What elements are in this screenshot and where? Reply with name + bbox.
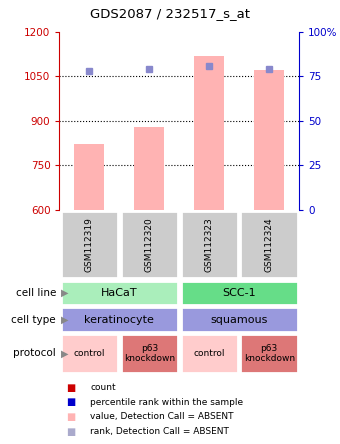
Text: percentile rank within the sample: percentile rank within the sample [90,398,243,407]
Text: ■: ■ [66,412,75,422]
Bar [121,334,178,373]
Bar [181,307,298,332]
Text: rank, Detection Call = ABSENT: rank, Detection Call = ABSENT [90,427,229,436]
Text: ▶: ▶ [61,349,69,358]
Text: GSM112320: GSM112320 [145,217,154,272]
Text: count: count [90,383,116,392]
Text: protocol: protocol [13,349,56,358]
Bar [240,211,298,278]
Text: control: control [74,349,105,358]
Text: ■: ■ [66,397,75,407]
Bar [61,307,178,332]
Text: p63
knockdown: p63 knockdown [244,344,295,363]
Bar [240,334,298,373]
Bar [134,127,164,210]
Bar [121,211,178,278]
Text: GSM112324: GSM112324 [265,217,274,272]
Text: GSM112319: GSM112319 [85,217,94,272]
Bar [61,334,118,373]
Bar [254,71,284,210]
Text: p63
knockdown: p63 knockdown [124,344,175,363]
Text: ■: ■ [66,427,75,436]
Text: SCC-1: SCC-1 [222,288,256,298]
Bar [74,144,104,210]
Bar [61,281,178,305]
Text: ■: ■ [66,383,75,393]
Text: GSM112323: GSM112323 [205,217,214,272]
Text: cell type: cell type [12,315,56,325]
Bar [181,334,238,373]
Text: ▶: ▶ [61,315,69,325]
Bar [181,281,298,305]
Text: control: control [193,349,225,358]
Text: HaCaT: HaCaT [101,288,138,298]
Text: ▶: ▶ [61,288,69,298]
Text: keratinocyte: keratinocyte [84,315,154,325]
Bar [181,211,238,278]
Bar [61,211,118,278]
Bar [194,56,224,210]
Text: squamous: squamous [210,315,268,325]
Text: value, Detection Call = ABSENT: value, Detection Call = ABSENT [90,412,234,421]
Text: GDS2087 / 232517_s_at: GDS2087 / 232517_s_at [90,7,250,20]
Text: cell line: cell line [16,288,56,298]
